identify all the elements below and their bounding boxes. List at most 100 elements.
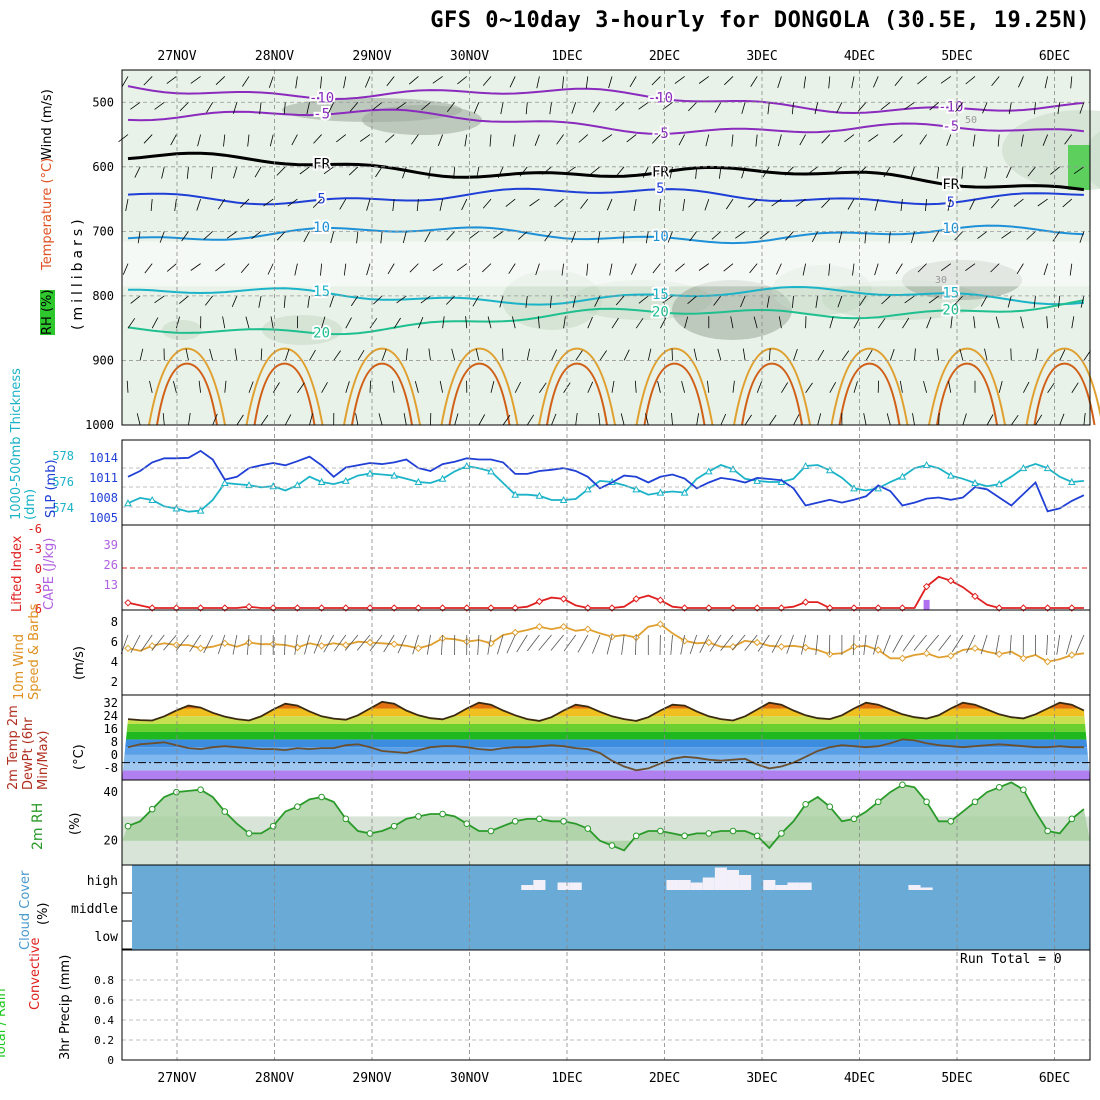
contour-label: 20 [652, 304, 669, 320]
cape-tick-label: 39 [104, 538, 118, 552]
wind-barb [283, 102, 286, 115]
contour-label: 15 [313, 284, 330, 300]
wind-barb [313, 134, 322, 144]
wind-barb [366, 198, 371, 211]
wind-barb [1059, 413, 1065, 426]
wind-barb [696, 413, 699, 426]
cloud-high-gap [739, 875, 752, 890]
contour-label: -5 [942, 119, 959, 135]
thickness-point [874, 484, 883, 492]
wind-barb [554, 198, 564, 208]
wind10-barb [786, 634, 794, 654]
wind10-barb [815, 634, 819, 655]
wind-barb [497, 166, 504, 178]
wind-barb [611, 317, 619, 329]
wind-barb [817, 349, 825, 361]
wind10-point [874, 646, 882, 654]
rh-contour-label: 30 [935, 275, 947, 286]
wind-barb [1027, 166, 1036, 177]
wind-barb [1059, 349, 1066, 361]
wind-barb [166, 76, 177, 84]
wind-barb [475, 348, 480, 361]
wind-barb [188, 413, 191, 426]
wind-barb [1073, 166, 1085, 175]
wind-barb [802, 263, 806, 276]
wind-barb [136, 413, 141, 426]
wind-barb [598, 413, 601, 426]
temp2m-tick-label: 0 [111, 748, 118, 762]
wind-barb [284, 414, 292, 426]
wind10-barb [477, 634, 480, 656]
contour-label: 20 [313, 326, 330, 342]
slp-tick-label: 1011 [89, 471, 118, 485]
wind-barb [537, 316, 540, 329]
wind-barb [386, 76, 395, 87]
wind-barb [755, 134, 758, 147]
rh2m-point [511, 817, 519, 825]
wind-barb [912, 413, 915, 426]
wind-barb [1006, 166, 1012, 178]
wind-barb [118, 134, 129, 143]
date-label-top: 3DEC [746, 49, 777, 64]
warm-contour-loop [253, 362, 316, 426]
wind-barb [1083, 413, 1086, 426]
li-tick-label: 3 [35, 582, 42, 596]
thickness-point [583, 485, 592, 493]
thickness-tick-label: 576 [52, 475, 74, 489]
wind-barb [742, 348, 746, 361]
wind-barb [580, 198, 589, 209]
wind-barb [829, 316, 834, 329]
temp2m-tick-label: 32 [104, 696, 118, 710]
wind-barb [134, 166, 141, 178]
wind-barb [741, 166, 746, 179]
wind-barb [287, 198, 298, 207]
wind10-barb [487, 634, 492, 655]
cloud-high-gap [920, 887, 933, 890]
wind-barb [446, 295, 455, 305]
precip-total-label: Total / Rain [0, 988, 9, 1060]
wind-barb [357, 349, 365, 361]
wind10-barb [606, 634, 613, 655]
page-title: GFS 0~10day 3-hourly for DONGOLA (30.5E,… [430, 8, 1090, 33]
rh2m-point [197, 786, 204, 794]
pressure-tick-label: 600 [92, 160, 114, 174]
wind-barb [698, 263, 710, 271]
wind-barb [143, 76, 153, 86]
cape-tick-label: 13 [104, 578, 118, 592]
wind-barb [525, 102, 528, 115]
wind-barb [482, 198, 492, 209]
wind-barb [675, 263, 685, 272]
wind-barb [364, 76, 371, 88]
thickness-point [632, 485, 641, 493]
temperature-contour [127, 108, 1085, 135]
wind-barb [320, 76, 322, 89]
wind-barb [778, 316, 782, 329]
wind-barb [121, 76, 129, 88]
wind-barb [904, 101, 915, 110]
wind-barb [1083, 350, 1091, 361]
wind10-point [124, 644, 132, 653]
wind-barb [714, 102, 722, 113]
warm-contour-loop [936, 362, 998, 426]
wind-barb [544, 231, 552, 242]
wind10-label: 10m Wind Speed & Barbs [12, 603, 42, 700]
contour-label: -10 [648, 91, 673, 107]
contour-label: FR [313, 157, 330, 173]
lifted-index-point [947, 576, 955, 585]
wind-barb [396, 295, 407, 304]
wind-barb [461, 198, 468, 211]
rh2m-tick-label: 40 [104, 785, 118, 799]
wind10-barb [873, 634, 879, 655]
wind10-point [221, 639, 229, 648]
wind-barb [295, 76, 298, 89]
rh2m-point [802, 800, 809, 808]
wind10-barb [383, 634, 395, 653]
wind-barb [615, 101, 625, 111]
wind10-barb [412, 634, 419, 655]
wind-barb [161, 166, 165, 179]
wind-barb [857, 102, 867, 112]
wind-barb [965, 76, 976, 85]
cloud-high-gap [702, 877, 715, 890]
wind-barb [750, 76, 758, 87]
wind-barb [874, 198, 879, 211]
